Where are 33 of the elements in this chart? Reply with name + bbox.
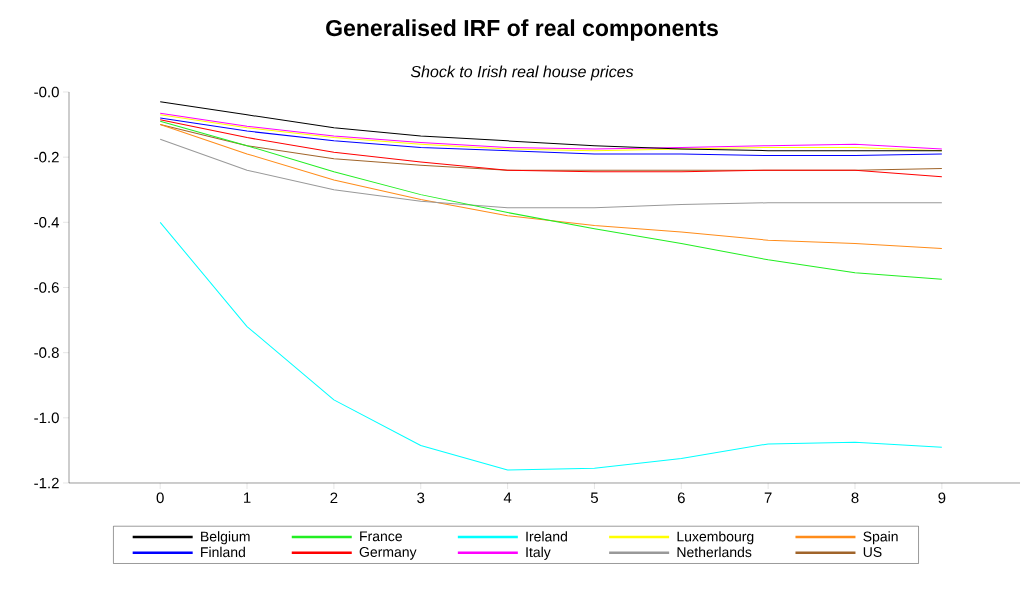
x-tick-label: 4: [503, 492, 512, 503]
y-tick-label: -0.4: [34, 217, 60, 228]
legend-label: Belgium: [201, 531, 250, 545]
line-series: [159, 221, 943, 471]
y-tick-label: -0.8: [34, 347, 59, 358]
line-series: [159, 124, 943, 249]
line-series: [159, 120, 943, 280]
y-tick-label: -1.2: [34, 477, 59, 489]
legend-label: Italy: [526, 546, 551, 560]
x-tick-label: 3: [417, 492, 425, 504]
legend-label: Finland: [201, 546, 245, 558]
legend-label: US: [863, 547, 882, 557]
x-tick-label: 1: [244, 492, 251, 503]
y-tick-label: -0.2: [34, 151, 59, 163]
legend-label: France: [360, 531, 402, 542]
y-tick-label: -1.0: [34, 412, 59, 424]
x-tick-label: 9: [938, 492, 946, 504]
y-tick-label: -0.6: [34, 282, 59, 293]
x-tick-label: 6: [677, 492, 685, 504]
chart-title: Generalised IRF of real components: [326, 19, 718, 41]
x-tick-label: 5: [590, 492, 598, 503]
x-tick-label: 2: [330, 492, 338, 504]
x-tick-label: 0: [156, 492, 164, 504]
y-tick-label: -0.0: [34, 86, 59, 98]
x-tick-label: 8: [851, 492, 859, 504]
legend-label: Netherlands: [677, 546, 752, 558]
legend-label: Ireland: [526, 531, 567, 542]
legend-label: Luxembourg: [677, 531, 754, 545]
legend-label: Spain: [863, 531, 898, 545]
chart-subtitle: Shock to Irish real house prices: [410, 65, 634, 81]
line-series: [159, 119, 943, 178]
x-tick-label: 7: [764, 492, 772, 503]
legend-label: Germany: [359, 547, 417, 560]
